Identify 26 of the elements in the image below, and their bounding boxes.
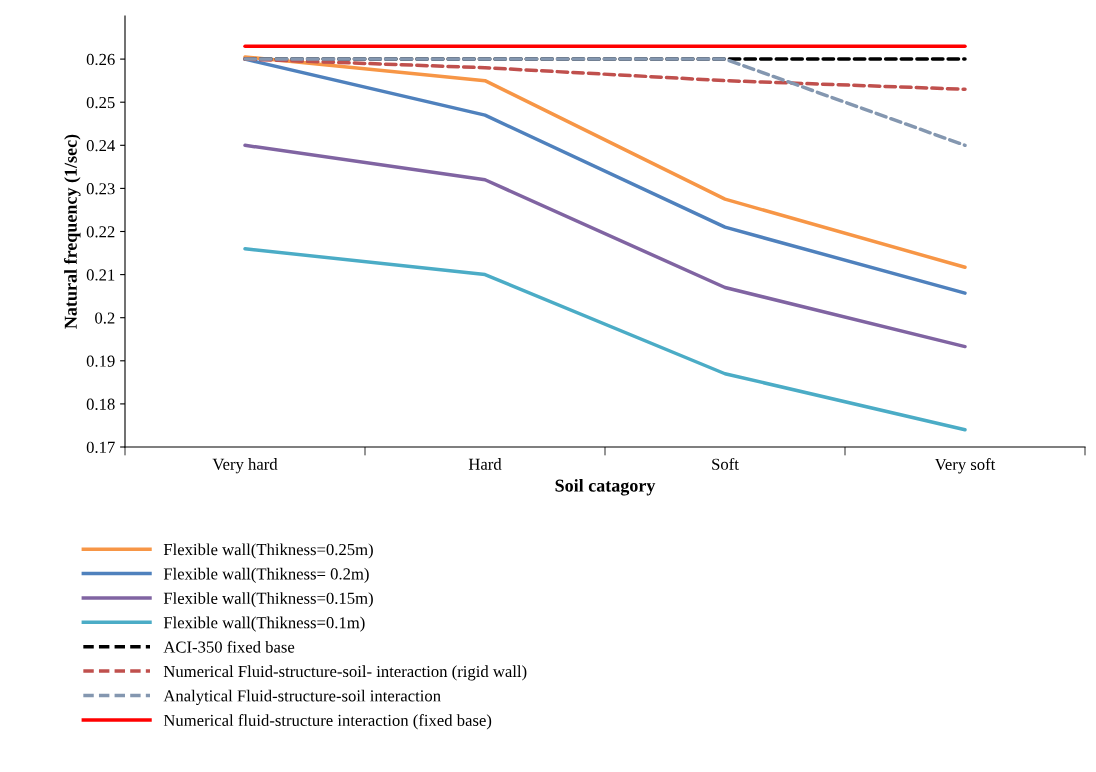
y-tick-label: 0.17	[86, 441, 115, 454]
y-axis-title: Natural frequency (1/sec)	[63, 134, 81, 329]
legend-label: Flexible wall(Thikness=0.1m)	[163, 616, 365, 632]
line-series	[243, 247, 967, 432]
y-tick-label: 0.23	[86, 183, 115, 195]
legend-label: Numerical Fluid-structure-soil- interaction (rigid wall)	[163, 665, 527, 681]
x-tick-label: Very soft	[934, 458, 996, 474]
line-series	[243, 143, 967, 349]
legend-label: Flexible wall(Thikness=0.25m)	[163, 543, 373, 559]
legend-label: Flexible wall(Thikness=0.15m)	[163, 592, 373, 608]
x-tick-label: Very hard	[212, 458, 278, 474]
x-tick-label: Soft	[712, 457, 739, 470]
y-tick-label: 0.19	[86, 355, 115, 367]
legend-label: Numerical fluid-structure interaction (fixed base)	[163, 714, 492, 730]
y-tick-label: 0.25	[86, 96, 115, 109]
y-tick-label: 0.24	[86, 140, 116, 152]
y-tick-label: 0.21	[86, 269, 115, 281]
y-tick-label: 0.26	[86, 53, 115, 66]
legend-label: Analytical Fluid-structure-soil interaction	[163, 689, 441, 705]
legend-label: Flexible wall(Thikness= 0.2m)	[163, 567, 369, 583]
y-tick-label: 0.2	[95, 312, 115, 324]
y-tick-label: 0.18	[86, 398, 115, 410]
x-axis-title: Soil catagory	[555, 479, 656, 496]
x-tick-label: Hard	[468, 458, 502, 470]
legend-label: ACI-350 fixed base	[163, 640, 295, 653]
y-tick-label: 0.22	[86, 226, 115, 238]
